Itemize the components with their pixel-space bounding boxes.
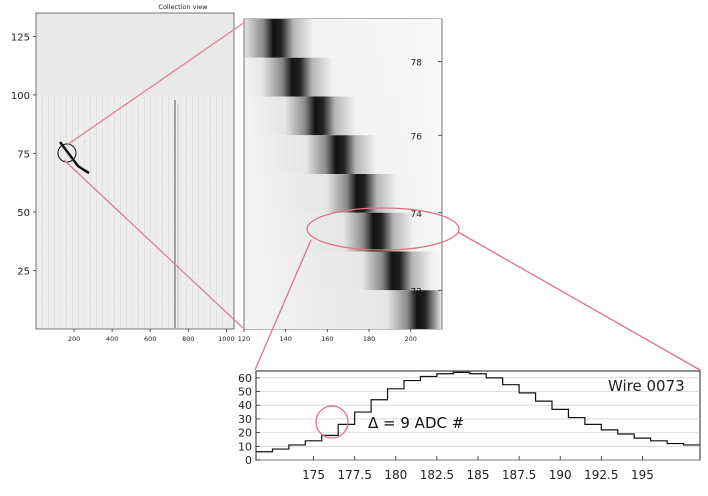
histogram-bin	[322, 435, 338, 460]
p3-y-tick-label: 60	[238, 372, 252, 385]
histogram-bin	[536, 401, 552, 460]
histogram-bin	[486, 378, 502, 460]
p1-y-tick-label: 125	[11, 32, 30, 43]
connector-to-hist-right	[457, 231, 701, 371]
zoom-wires-y-axis: 78 76 74 72	[411, 59, 442, 297]
p1-y-tick-label: 75	[17, 149, 30, 160]
delta-circle	[315, 405, 349, 439]
p2-x-tick-label: 180	[363, 335, 375, 343]
zoom-wires-rows	[244, 19, 442, 329]
p3-x-tick-label: 185	[467, 468, 490, 482]
histogram-bin	[585, 424, 601, 460]
connector-to-hist-left	[254, 239, 312, 371]
p2-y-tick-label: 72	[411, 287, 422, 297]
collection-view-y-axis: 125 100 75 50 25	[11, 32, 36, 277]
histogram-x-axis: 175 177.5 180 182.5 185 187.5 190 192.5 195	[302, 456, 654, 482]
collection-view-title: Collection view	[158, 3, 208, 11]
p1-x-tick-label: 600	[144, 335, 156, 343]
zoom-wires-x-axis: 120 140 160 180 200	[238, 329, 417, 343]
p3-x-tick-label: 192.5	[584, 468, 618, 482]
histogram-bin	[289, 445, 305, 460]
histogram-y-gridlines	[256, 377, 700, 461]
p3-y-tick-label: 40	[238, 399, 252, 412]
p1-x-tick-label: 400	[106, 335, 118, 343]
muon-track	[59, 141, 90, 175]
wire-row-77	[244, 96, 442, 136]
p1-x-tick-label: 1000	[218, 335, 235, 343]
p3-y-tick-label: 10	[238, 440, 252, 453]
histogram-bin	[503, 385, 519, 460]
histogram-bin	[256, 452, 272, 460]
histogram-bin	[651, 441, 667, 460]
p1-y-tick-label: 25	[17, 266, 30, 277]
p3-x-tick-label: 175	[302, 468, 325, 482]
wire-row-76	[244, 135, 442, 174]
histogram-bin	[470, 374, 486, 460]
histogram-bin	[601, 430, 617, 460]
p2-x-tick-label: 160	[321, 335, 333, 343]
p3-y-tick-label: 30	[238, 413, 252, 426]
p2-y-tick-label: 78	[411, 59, 423, 69]
p3-x-tick-label: 182.5	[420, 468, 454, 482]
wire-row-79	[244, 19, 442, 58]
wire-select-ellipse	[306, 207, 460, 251]
p1-x-tick-label: 200	[68, 335, 80, 343]
zoom-wires-panel: 78 76 74 72 120 140 160 180 200	[238, 18, 443, 343]
connector-upper	[66, 21, 246, 146]
wire-row-72	[244, 290, 442, 329]
p3-y-tick-label: 50	[238, 386, 252, 399]
p2-x-tick-label: 140	[279, 335, 291, 343]
p3-x-tick-label: 187.5	[502, 468, 536, 482]
zoom-connector-lines	[63, 21, 246, 329]
p3-y-tick-label: 20	[238, 427, 252, 440]
histogram-bin	[519, 393, 535, 460]
p1-y-tick-label: 50	[17, 208, 30, 219]
p2-y-tick-label: 74	[411, 210, 423, 220]
histogram-bin	[618, 434, 634, 460]
p2-x-tick-label: 200	[405, 335, 417, 343]
p3-x-tick-label: 177.5	[337, 468, 371, 482]
histogram-steps	[256, 371, 700, 453]
histogram-bin	[684, 445, 700, 460]
histogram-bin	[667, 444, 683, 460]
collection-view-x-axis: 200 400 600 800 1000	[68, 329, 235, 343]
delta-annotation: Δ = 9 ADC #	[368, 414, 464, 432]
p3-x-tick-label: 195	[631, 468, 654, 482]
histogram-wire-label: Wire 0073	[608, 377, 685, 395]
p2-x-tick-label: 120	[238, 335, 250, 343]
histogram-bin	[272, 449, 288, 460]
p3-x-tick-label: 180	[384, 468, 407, 482]
wire-row-75	[244, 174, 442, 213]
wire-row-78	[244, 57, 442, 97]
connector-lower	[63, 159, 244, 329]
p2-y-tick-label: 76	[411, 132, 423, 142]
p1-x-tick-label: 800	[182, 335, 194, 343]
wire-row-74	[244, 212, 442, 252]
histogram-bin	[552, 409, 568, 460]
collection-view-panel: Collection view 125 100 75 50 25 200 400 600 80…	[11, 3, 235, 343]
p3-x-tick-label: 190	[549, 468, 572, 482]
histogram-frame	[255, 370, 701, 461]
collection-view-hits-region	[37, 96, 233, 328]
histogram-bin	[568, 418, 584, 460]
p3-y-tick-label: 0	[245, 454, 252, 467]
p1-y-tick-label: 100	[11, 91, 30, 102]
wire-select-annotation	[254, 207, 701, 371]
wire-row-73	[244, 251, 442, 291]
